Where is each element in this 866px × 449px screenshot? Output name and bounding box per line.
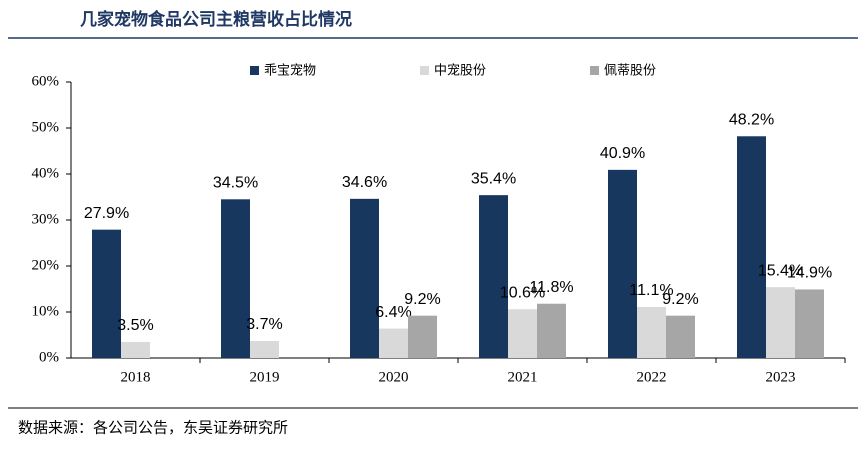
x-tick-label: 2023 bbox=[766, 369, 796, 385]
bar bbox=[666, 315, 695, 358]
data-label: 3.5% bbox=[117, 317, 153, 334]
bar bbox=[737, 136, 766, 358]
x-tick-label: 2019 bbox=[250, 369, 280, 385]
legend-label: 乖宝宠物 bbox=[264, 63, 316, 79]
x-tick-label: 2018 bbox=[121, 369, 151, 385]
y-tick-label: 60% bbox=[32, 73, 60, 89]
x-tick-label: 2021 bbox=[508, 369, 538, 385]
legend-label: 佩蒂股份 bbox=[604, 64, 656, 79]
bar bbox=[121, 341, 150, 358]
bar bbox=[408, 315, 437, 358]
data-label: 34.5% bbox=[213, 175, 258, 192]
bar bbox=[379, 328, 408, 358]
y-tick-label: 30% bbox=[32, 211, 60, 227]
data-label: 11.1% bbox=[629, 282, 673, 299]
bar bbox=[508, 309, 537, 358]
data-label: 10.6% bbox=[500, 284, 545, 301]
data-label: 27.9% bbox=[84, 205, 129, 222]
source: 数据来源：各公司公告，东吴证券研究所 bbox=[18, 419, 288, 437]
data-label: 40.9% bbox=[600, 145, 645, 162]
bar bbox=[350, 198, 379, 358]
data-label: 3.7% bbox=[246, 316, 282, 333]
data-label: 15.4% bbox=[758, 262, 803, 279]
bar bbox=[221, 199, 250, 358]
y-tick-label: 0% bbox=[39, 349, 59, 365]
y-tick-label: 50% bbox=[32, 119, 60, 135]
bar bbox=[795, 289, 824, 358]
bar bbox=[637, 306, 666, 358]
bar bbox=[537, 303, 566, 358]
x-tick-label: 2020 bbox=[379, 369, 409, 385]
bar bbox=[479, 195, 508, 358]
legend-swatch bbox=[250, 66, 259, 75]
y-tick-label: 10% bbox=[32, 303, 60, 319]
data-label: 34.6% bbox=[342, 174, 387, 191]
data-label: 6.4% bbox=[375, 304, 411, 321]
legend-label: 中宠股份 bbox=[434, 63, 486, 79]
bar bbox=[608, 169, 637, 358]
bar bbox=[766, 287, 795, 358]
data-label: 35.4% bbox=[471, 170, 516, 187]
bar bbox=[92, 229, 121, 358]
data-label: 48.2% bbox=[729, 111, 774, 128]
x-tick-label: 2022 bbox=[637, 369, 667, 385]
legend-swatch bbox=[590, 66, 599, 75]
data-label: 11.8% bbox=[529, 279, 573, 296]
legend-swatch bbox=[420, 66, 429, 75]
y-tick-label: 40% bbox=[32, 165, 60, 181]
y-tick-label: 20% bbox=[32, 257, 60, 273]
data-label: 14.9% bbox=[787, 265, 832, 282]
chart-title: 几家宠物食品公司主粮营收占比情况 bbox=[80, 9, 352, 30]
bar bbox=[250, 340, 279, 358]
data-label: 9.2% bbox=[404, 291, 440, 308]
data-label: 9.2% bbox=[662, 291, 698, 308]
